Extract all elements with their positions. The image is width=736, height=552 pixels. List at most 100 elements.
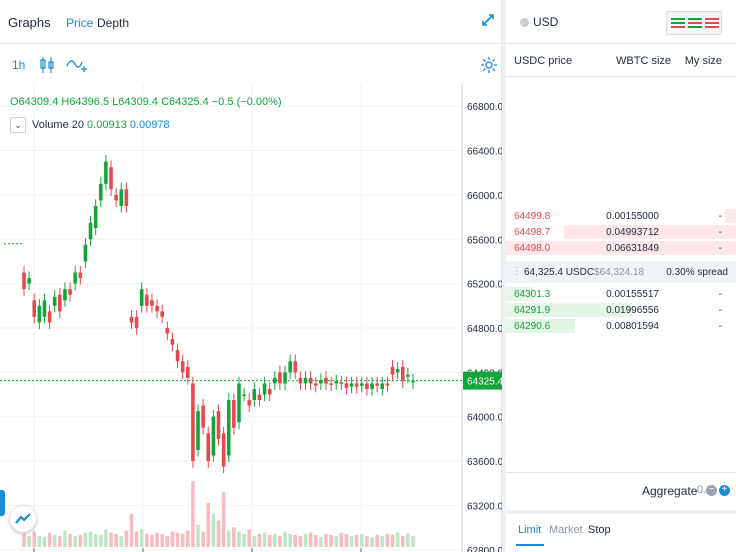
orderbook-view-toggle: [666, 11, 722, 35]
spread-mid-price: 64,325.4 USDC: [524, 267, 595, 278]
candle-body: [411, 380, 415, 383]
candle-body: [319, 380, 323, 384]
orderbook-header: USD: [506, 0, 736, 44]
candlestick-type-icon[interactable]: [40, 56, 54, 74]
bid-size: 0.00155517: [606, 289, 659, 300]
ask-row[interactable]: 64499.8 0.00155000 -: [506, 208, 736, 224]
candle-body: [160, 311, 164, 317]
currency-selector[interactable]: USD: [533, 15, 559, 29]
volume-bar: [63, 530, 67, 547]
volume-bar: [114, 533, 118, 547]
tradingview-logo-icon: [15, 513, 31, 524]
drag-handle-icon: ⋮⋮: [512, 266, 532, 277]
spread-row: ⋮⋮ 64,325.4 USDC $64,324.18 0.30% spread: [506, 261, 736, 283]
price-axis-tick: 66800.0: [467, 102, 502, 113]
bid-size: 0.01996556: [606, 305, 659, 316]
price-axis-tick: 62800.0: [467, 546, 502, 552]
volume-bar: [201, 531, 205, 547]
ask-size: 0.00155000: [606, 211, 659, 222]
view-asks-icon[interactable]: [705, 17, 719, 29]
volume-bar: [68, 533, 72, 547]
volume-bar: [37, 536, 42, 547]
volume-bar: [160, 533, 164, 547]
aggregate-plus-icon[interactable]: +: [719, 485, 730, 496]
interval-selector[interactable]: 1h: [12, 58, 26, 72]
volume-collapse-button[interactable]: ⌄: [10, 117, 26, 133]
volume-bar: [298, 536, 303, 547]
volume-bar: [139, 529, 144, 547]
col-head-price: USDC price: [514, 55, 573, 67]
volume-bar: [73, 536, 77, 547]
settings-gear-icon[interactable]: [480, 56, 498, 74]
candle-body: [155, 305, 159, 312]
volume-bar: [267, 534, 272, 547]
volume-bar: [145, 533, 149, 547]
candle-body: [27, 278, 31, 284]
ask-depth-bar: [506, 241, 736, 255]
tab-limit[interactable]: Limit: [518, 524, 542, 536]
bid-row[interactable]: 64290.6 0.00801594 -: [506, 318, 736, 334]
candle-body: [37, 305, 42, 323]
candle-body: [232, 400, 236, 428]
bid-size: 0.00801594: [606, 321, 659, 332]
candle-body: [78, 272, 83, 279]
price-axis-tick: 65200.0: [467, 280, 502, 291]
candle-body: [344, 383, 349, 388]
candle-body: [216, 411, 221, 439]
volume-bar: [303, 533, 308, 547]
candle-body: [119, 189, 124, 206]
candle-body: [170, 339, 175, 345]
candle-body: [262, 383, 267, 395]
volume-bar: [185, 530, 190, 547]
candle-body: [134, 316, 139, 328]
volume-bar: [370, 537, 374, 547]
price-chart[interactable]: 66800.0 66400.0 66000.0 65600.0 65200.0 64800…: [0, 0, 502, 552]
candle-body: [308, 377, 313, 384]
candle-body: [360, 383, 364, 386]
tab-price[interactable]: Price: [66, 16, 94, 30]
price-axis-tick: 66400.0: [467, 147, 502, 158]
spread-usd-price: $64,324.18: [594, 267, 645, 278]
candle-body: [380, 383, 385, 389]
bid-price: 64290.6: [514, 321, 551, 332]
currency-dot-icon: [520, 18, 529, 27]
tab-market[interactable]: Market: [549, 524, 583, 536]
ohlc-readout: O64309.4 H64396.5 L64309.4 C64325.4 −0.5…: [10, 96, 282, 108]
candle-body: [247, 400, 252, 406]
indicators-icon[interactable]: [66, 54, 88, 76]
aggregate-minus-icon[interactable]: −: [706, 485, 717, 496]
candle-body: [52, 296, 57, 306]
current-price-badge: [463, 371, 502, 390]
volume-bar: [32, 531, 37, 547]
chart-logo-button[interactable]: [10, 506, 36, 532]
candle-body: [375, 383, 379, 386]
bid-row[interactable]: 64291.9 0.01996556 -: [506, 302, 736, 318]
volume-bar: [216, 520, 221, 547]
volume-bar: [22, 533, 26, 547]
view-both-icon[interactable]: [671, 17, 685, 29]
volume-bar: [339, 532, 344, 547]
tab-stop[interactable]: Stop: [588, 524, 611, 536]
chart-header: Graphs Price Depth: [0, 0, 502, 44]
bid-depth-bar: [506, 287, 534, 301]
candle-body: [88, 222, 93, 240]
volume-bar: [109, 532, 113, 547]
candle-body: [73, 272, 77, 284]
candle-body: [58, 294, 62, 312]
tab-depth[interactable]: Depth: [97, 16, 130, 30]
side-collapse-tab[interactable]: [0, 490, 5, 516]
volume-bar: [380, 536, 385, 547]
ask-row[interactable]: 64498.7 0.04993712 -: [506, 224, 736, 240]
candle-body: [390, 366, 395, 375]
expand-icon[interactable]: [482, 14, 494, 26]
ask-row[interactable]: 64498.0 0.06631849 -: [506, 240, 736, 256]
volume-bar: [329, 534, 333, 547]
candle-body: [242, 394, 246, 397]
candle-body: [32, 300, 37, 317]
bid-row[interactable]: 64301.3 0.00155517 -: [506, 286, 736, 302]
volume-bar: [78, 534, 83, 547]
volume-bar: [232, 527, 236, 547]
candle-body: [273, 377, 277, 384]
volume-label: Volume 20: [32, 119, 84, 131]
view-bids-icon[interactable]: [688, 17, 702, 29]
